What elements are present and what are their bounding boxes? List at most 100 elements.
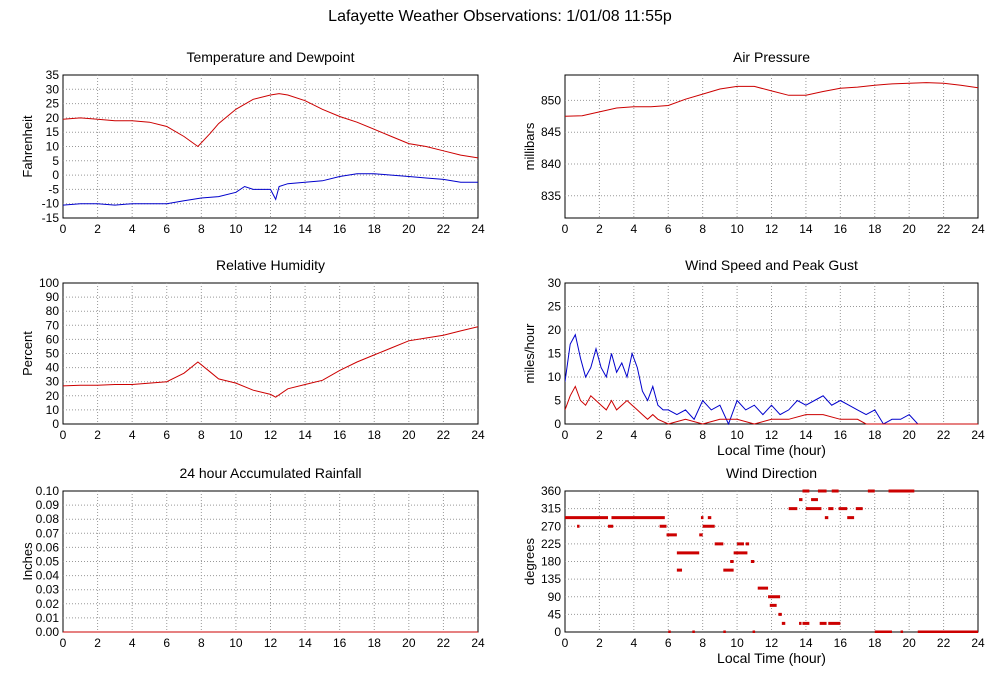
- 24-hour-accumulated-rainfall-y-tick-label: 0.06: [36, 540, 60, 554]
- wind-direction-y-tick-label: 225: [541, 537, 561, 551]
- wind-speed-and-peak-gust-series-line-1: [565, 333, 978, 425]
- wind-direction-point: [867, 489, 875, 493]
- wind-direction-point: [714, 542, 724, 546]
- temperature-and-dewpoint-x-tick-label: 12: [264, 222, 278, 236]
- temperature-and-dewpoint-y-tick-label: 0: [52, 168, 59, 182]
- relative-humidity-title: Relative Humidity: [216, 257, 325, 273]
- wind-direction-point: [733, 551, 748, 555]
- wind-direction-point: [750, 560, 755, 563]
- temperature-and-dewpoint-y-tick-label: 5: [52, 154, 59, 168]
- 24-hour-accumulated-rainfall-y-tick-label: 0.04: [36, 569, 60, 583]
- relative-humidity-x-tick-label: 18: [368, 428, 382, 442]
- temperature-and-dewpoint-y-tick-label: 15: [46, 125, 60, 139]
- temperature-and-dewpoint-x-tick-label: 14: [298, 222, 312, 236]
- wind-speed-and-peak-gust-x-tick-label: 22: [937, 428, 951, 442]
- wind-speed-and-peak-gust-x-tick-label: 16: [834, 428, 848, 442]
- wind-direction-point: [817, 489, 827, 493]
- wind-direction-point: [855, 507, 863, 511]
- 24-hour-accumulated-rainfall-x-tick-label: 18: [368, 636, 382, 650]
- wind-direction-y-tick-label: 135: [541, 572, 561, 586]
- relative-humidity-y-axis-label: Percent: [20, 331, 35, 376]
- wind-speed-and-peak-gust-y-tick-label: 30: [548, 276, 562, 290]
- wind-direction-point: [692, 630, 695, 633]
- wind-direction-y-tick-label: 45: [548, 607, 562, 621]
- wind-direction-x-tick-label: 2: [596, 636, 603, 650]
- air-pressure-x-tick-label: 12: [765, 222, 779, 236]
- 24-hour-accumulated-rainfall-y-axis-label: Inches: [20, 542, 35, 581]
- wind-direction-y-tick-label: 315: [541, 502, 561, 516]
- temperature-and-dewpoint-x-tick-label: 10: [229, 222, 243, 236]
- wind-speed-and-peak-gust-x-axis-label: Local Time (hour): [717, 442, 826, 458]
- air-pressure-x-tick-label: 24: [971, 222, 985, 236]
- temperature-and-dewpoint-y-tick-label: -10: [42, 197, 60, 211]
- temperature-and-dewpoint-y-tick-label: 25: [46, 97, 60, 111]
- air-pressure-x-tick-label: 18: [868, 222, 882, 236]
- wind-direction-point: [874, 630, 892, 633]
- temperature-and-dewpoint-x-tick-label: 20: [402, 222, 416, 236]
- 24-hour-accumulated-rainfall-x-tick-label: 4: [129, 636, 136, 650]
- relative-humidity-y-tick-label: 100: [39, 276, 59, 290]
- wind-direction-x-axis-label: Local Time (hour): [717, 650, 826, 666]
- temperature-and-dewpoint-title: Temperature and Dewpoint: [186, 49, 354, 65]
- wind-speed-and-peak-gust-x-tick-label: 10: [730, 428, 744, 442]
- wind-direction-y-tick-label: 90: [548, 590, 562, 604]
- temperature-and-dewpoint-y-tick-label: 35: [46, 68, 60, 82]
- relative-humidity-x-tick-label: 2: [94, 428, 101, 442]
- 24-hour-accumulated-rainfall-x-tick-label: 24: [471, 636, 485, 650]
- relative-humidity-y-tick-label: 60: [46, 332, 60, 346]
- wind-speed-and-peak-gust-x-tick-label: 2: [596, 428, 603, 442]
- wind-direction-point: [700, 516, 704, 520]
- temperature-and-dewpoint-y-tick-label: 30: [46, 82, 60, 96]
- relative-humidity-x-tick-label: 4: [129, 428, 136, 442]
- 24-hour-accumulated-rainfall-x-tick-label: 6: [163, 636, 170, 650]
- wind-direction-x-tick-label: 12: [765, 636, 779, 650]
- relative-humidity-x-tick-label: 8: [198, 428, 205, 442]
- wind-speed-and-peak-gust-y-tick-label: 15: [548, 347, 562, 361]
- temperature-and-dewpoint-x-tick-label: 22: [437, 222, 451, 236]
- chart-relative-humidity: 0 2 4 6 8 10 12 14 16 18 20 22 240102030405060708090…: [20, 257, 485, 442]
- 24-hour-accumulated-rainfall-x-tick-label: 16: [333, 636, 347, 650]
- 24-hour-accumulated-rainfall-y-tick-label: 0.10: [36, 484, 60, 498]
- wind-direction-y-tick-label: 270: [541, 519, 561, 533]
- relative-humidity-y-tick-label: 10: [46, 403, 60, 417]
- wind-direction-x-tick-label: 18: [868, 636, 882, 650]
- wind-direction-x-tick-label: 14: [799, 636, 813, 650]
- 24-hour-accumulated-rainfall-x-tick-label: 10: [229, 636, 243, 650]
- wind-direction-point: [666, 533, 677, 537]
- chart-temperature-dewpoint: 0 2 4 6 8 10 12 14 16 18 20 22 24-15-10-505101520253…: [20, 49, 485, 236]
- air-pressure-series-line-1: [565, 82, 978, 117]
- temperature-and-dewpoint-y-axis-label: Fahrenheit: [20, 115, 35, 178]
- temperature-and-dewpoint-series-line-2: [63, 173, 478, 206]
- temperature-and-dewpoint-x-tick-label: 2: [94, 222, 101, 236]
- wind-direction-y-tick-label: 0: [554, 625, 561, 639]
- wind-direction-point: [676, 551, 700, 555]
- temperature-and-dewpoint-x-tick-label: 0: [60, 222, 67, 236]
- wind-direction-point: [802, 621, 810, 625]
- wind-direction-point: [819, 621, 827, 625]
- 24-hour-accumulated-rainfall-title: 24 hour Accumulated Rainfall: [179, 465, 361, 481]
- air-pressure-x-tick-label: 8: [699, 222, 706, 236]
- temperature-and-dewpoint-y-tick-label: 10: [46, 140, 60, 154]
- wind-direction-point: [702, 524, 715, 528]
- wind-direction-point: [781, 621, 786, 625]
- wind-direction-y-axis-label: degrees: [522, 538, 537, 585]
- relative-humidity-y-tick-label: 40: [46, 361, 60, 375]
- relative-humidity-y-tick-label: 0: [52, 417, 59, 431]
- wind-speed-and-peak-gust-x-tick-label: 14: [799, 428, 813, 442]
- wind-direction-point: [847, 516, 855, 520]
- wind-direction-point: [799, 621, 802, 625]
- wind-direction-y-tick-label: 360: [541, 484, 561, 498]
- temperature-and-dewpoint-x-tick-label: 24: [471, 222, 485, 236]
- air-pressure-y-tick-label: 840: [541, 157, 561, 171]
- temperature-and-dewpoint-x-tick-label: 16: [333, 222, 347, 236]
- wind-direction-point: [565, 516, 609, 520]
- wind-speed-and-peak-gust-y-tick-label: 0: [554, 417, 561, 431]
- wind-direction-x-tick-label: 0: [562, 636, 569, 650]
- chart-rainfall: 0 2 4 6 8 10 12 14 16 18 20 22 240.000.010.020.030.0…: [20, 465, 485, 650]
- wind-speed-and-peak-gust-series-line-2: [565, 385, 978, 425]
- wind-direction-point: [799, 498, 803, 502]
- wind-direction-point: [831, 489, 839, 493]
- air-pressure-title: Air Pressure: [733, 49, 810, 65]
